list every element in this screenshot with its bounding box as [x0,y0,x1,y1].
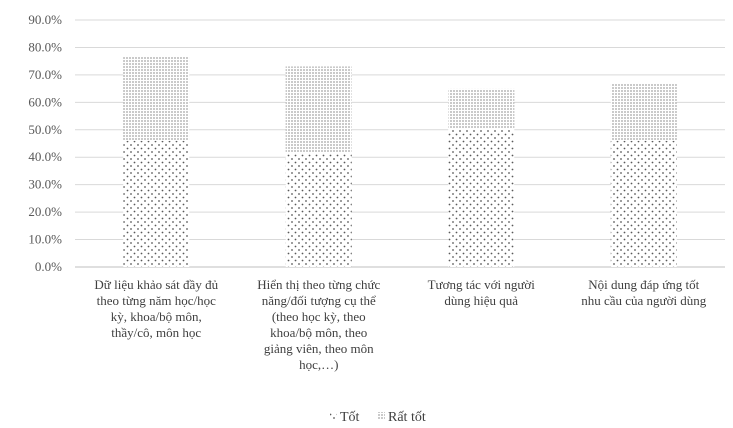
category-labels: Dữ liệu khảo sát đầy đủ theo từng năm học… [94,277,706,372]
y-tick-label: 60.0% [28,94,62,109]
bar-rat-tot-2 [285,66,352,154]
y-tick-label: 50.0% [28,122,62,137]
category-label: Dữ liệu khảo sát đầy đủ theo từng năm học… [94,277,218,340]
y-tick-label: 70.0% [28,67,62,82]
y-tick-label: 80.0% [28,39,62,54]
category-label: Hiển thị theo từng chức năng/đối tượng cụ… [257,277,380,372]
legend: Tốt Rất tốt [330,410,426,425]
bar-rat-tot-3 [448,88,515,129]
legend-label: Tốt [340,410,360,425]
bar-rat-tot-1 [123,57,190,141]
y-tick-label: 20.0% [28,204,62,219]
bar-tot-1 [123,140,190,267]
legend-swatch [330,412,337,419]
category-label: Nội dung đáp ứng tốt nhu cầu của người dù… [581,277,707,308]
legend-swatch [378,412,385,419]
bars [123,57,677,267]
y-axis-tick-labels: 0.0% 10.0% 20.0% 30.0% 40.0% 50.0% 60.0% 70.0% 8… [28,12,62,274]
y-tick-label: 10.0% [28,232,62,247]
y-tick-label: 90.0% [28,12,62,27]
legend-label: Rất tốt [388,410,426,425]
y-tick-label: 0.0% [35,259,62,274]
y-tick-label: 40.0% [28,149,62,164]
bar-tot-3 [448,128,515,267]
bar-tot-4 [610,140,677,267]
bar-tot-2 [285,153,352,267]
bar-rat-tot-4 [610,83,677,141]
y-tick-label: 30.0% [28,177,62,192]
category-label: Tương tác với người dùng hiệu quả [428,277,536,308]
